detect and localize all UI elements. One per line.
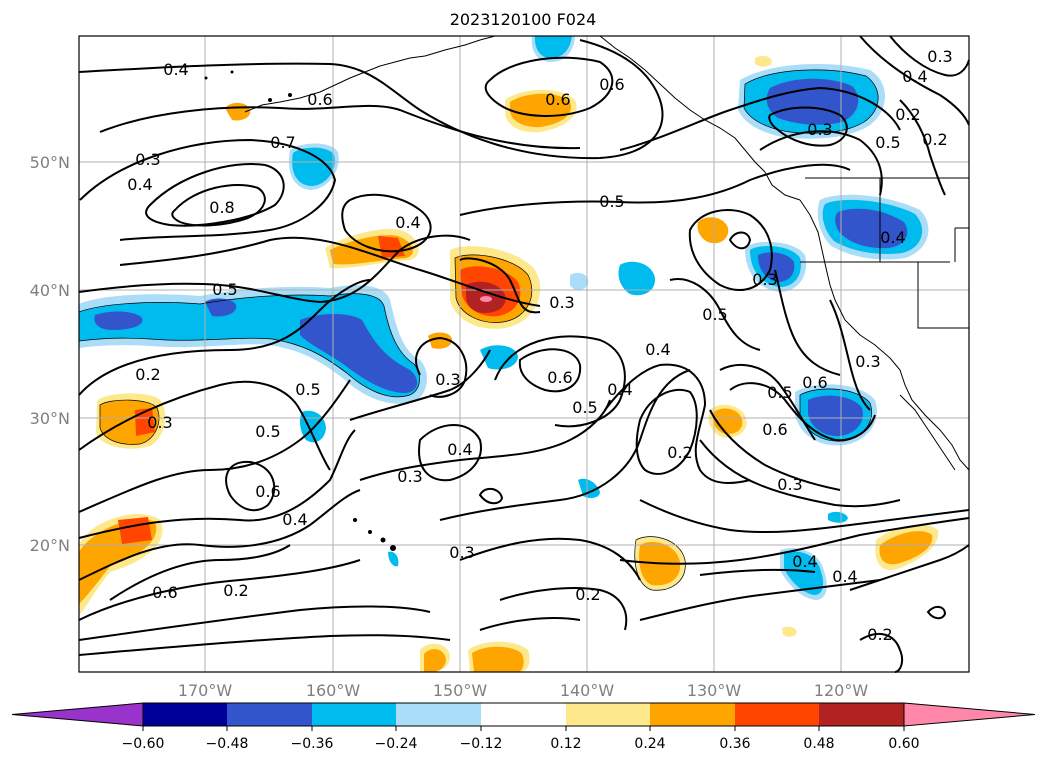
lat-label-30n: 30°N <box>30 409 70 428</box>
colorbar-tick-label: −0.36 <box>291 736 334 752</box>
colorbar-tick-label: −0.48 <box>206 736 249 752</box>
contour-label: 0.3 <box>752 270 777 289</box>
contour-label: 0.6 <box>762 420 787 439</box>
lon-label-130w: 130°W <box>687 681 742 700</box>
contour-label: 0.6 <box>802 373 827 392</box>
contour-label: 0.4 <box>832 567 857 586</box>
colorbar-cell <box>650 703 735 726</box>
contour-label: 0.5 <box>875 133 900 152</box>
colorbar-cell <box>566 703 650 726</box>
contour-label: 0.5 <box>702 305 727 324</box>
colorbar-cells <box>11 702 1036 727</box>
contour-label: 0.4 <box>607 380 632 399</box>
contour-label: 0.4 <box>447 440 472 459</box>
latitude-labels: 50°N 40°N 30°N 20°N <box>30 153 70 555</box>
lon-label-140w: 140°W <box>560 681 615 700</box>
map-frame <box>78 35 970 673</box>
colorbar-tick-label: 0.12 <box>550 736 581 752</box>
contour-lines <box>78 35 970 673</box>
contour-label: 0.4 <box>127 175 152 194</box>
contour-label: 0.6 <box>255 482 280 501</box>
contour-label: 0.5 <box>212 280 237 299</box>
colorbar-ticks: −0.60 −0.48 −0.36 −0.24 −0.12 0.12 0.24 0.36 0.4… <box>122 726 920 752</box>
contour-label: 0.3 <box>135 150 160 169</box>
contour-label: 0.5 <box>295 380 320 399</box>
lat-label-20n: 20°N <box>30 536 70 555</box>
figure-title: 2023120100 F024 <box>450 10 597 29</box>
contour-label: 0.3 <box>927 47 952 66</box>
contour-label: 0.8 <box>209 198 234 217</box>
contour-labels: 0.40.60.70.80.30.40.60.60.50.40.30.50.30… <box>127 47 952 644</box>
colorbar-tick-label: 0.24 <box>634 736 665 752</box>
contour-label: 0.4 <box>645 340 670 359</box>
colorbar-cell <box>227 703 312 726</box>
colorbar: −0.60 −0.48 −0.36 −0.24 −0.12 0.12 0.24 0.36 0.4… <box>11 702 1036 752</box>
colorbar-max-extension <box>903 702 1036 727</box>
contour-label: 0.3 <box>549 293 574 312</box>
contour-label: 0.2 <box>223 581 248 600</box>
anomaly-shading <box>79 36 939 672</box>
contour-label: 0.7 <box>270 133 295 152</box>
contour-label: 0.2 <box>895 105 920 124</box>
colorbar-cell <box>735 703 819 726</box>
colorbar-tick-label: −0.12 <box>460 736 503 752</box>
map-gridlines <box>79 36 969 672</box>
contour-label: 0.3 <box>147 413 172 432</box>
contour-label: 0.2 <box>575 585 600 604</box>
colorbar-cell <box>481 703 566 726</box>
contour-label: 0.4 <box>282 510 307 529</box>
contour-label: 0.6 <box>545 90 570 109</box>
colorbar-tick-label: 0.48 <box>803 736 834 752</box>
colorbar-min-extension <box>11 702 144 727</box>
contour-label: 0.4 <box>163 60 188 79</box>
contour-label: 0.6 <box>307 90 332 109</box>
contour-label: 0.2 <box>867 625 892 644</box>
colorbar-cell <box>312 703 396 726</box>
contour-label: 0.3 <box>855 352 880 371</box>
lon-label-170w: 170°W <box>178 681 233 700</box>
contour-label: 0.3 <box>449 543 474 562</box>
contour-label: 0.5 <box>767 383 792 402</box>
colorbar-tick-label: 0.36 <box>719 736 750 752</box>
map-panel: 0.40.60.70.80.30.40.60.60.50.40.30.50.30… <box>78 35 970 673</box>
colorbar-tick-label: −0.60 <box>122 736 165 752</box>
contour-label: 0.2 <box>135 365 160 384</box>
contour-label: 0.4 <box>902 67 927 86</box>
contour-label: 0.4 <box>880 228 905 247</box>
contour-label: 0.2 <box>667 443 692 462</box>
lat-label-40n: 40°N <box>30 281 70 300</box>
lat-label-50n: 50°N <box>30 153 70 172</box>
contour-label: 0.5 <box>572 398 597 417</box>
colorbar-tick-label: 0.60 <box>888 736 919 752</box>
contour-label: 0.6 <box>152 583 177 602</box>
contour-label: 0.6 <box>547 368 572 387</box>
colorbar-cell <box>819 703 904 726</box>
lon-label-150w: 150°W <box>433 681 488 700</box>
colorbar-cell <box>143 703 227 726</box>
contour-label: 0.3 <box>807 120 832 139</box>
contour-label: 0.3 <box>435 370 460 389</box>
contour-label: 0.3 <box>397 467 422 486</box>
contour-label: 0.3 <box>777 475 802 494</box>
contour-label: 0.5 <box>599 192 624 211</box>
contour-label: 0.5 <box>255 422 280 441</box>
lon-label-160w: 160°W <box>306 681 361 700</box>
longitude-labels: 170°W 160°W 150°W 140°W 130°W 120°W <box>178 681 869 700</box>
colorbar-cell <box>396 703 481 726</box>
contour-label: 0.2 <box>922 130 947 149</box>
contour-label: 0.6 <box>599 75 624 94</box>
lon-label-120w: 120°W <box>814 681 869 700</box>
colorbar-frame <box>142 702 905 727</box>
contour-label: 0.4 <box>395 213 420 232</box>
islands <box>204 70 396 551</box>
colorbar-tick-label: −0.24 <box>375 736 418 752</box>
contour-label: 0.4 <box>792 552 817 571</box>
